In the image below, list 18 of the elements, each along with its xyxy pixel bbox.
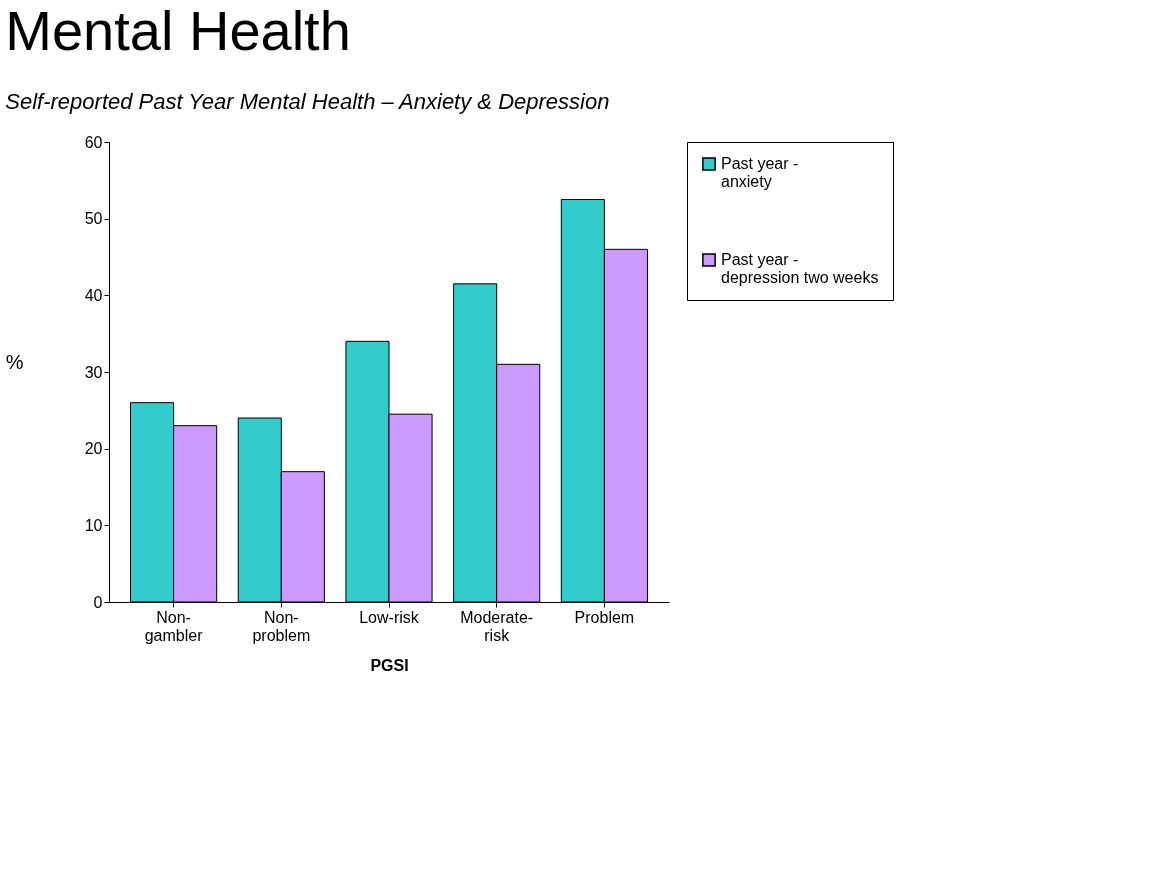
y-axis-title: % xyxy=(5,350,24,373)
x-tick-label: Moderate-risk xyxy=(460,608,534,644)
x-tick-label: Non-gambler xyxy=(144,608,204,644)
chart-subtitle: Self-reported Past Year Mental Health – Anxiety & Depression xyxy=(5,89,610,114)
y-tick-label: 0 xyxy=(93,593,103,611)
y-tick-label: 30 xyxy=(84,363,103,381)
x-tick-label: Low-risk xyxy=(359,608,420,626)
y-tick-label: 20 xyxy=(84,440,103,458)
legend-label: Past year - depression two weeks xyxy=(721,251,879,286)
x-tick-label: Problem xyxy=(574,608,635,626)
y-tick-label: 60 xyxy=(84,133,103,151)
y-tick-label: 40 xyxy=(84,286,103,304)
x-axis-title: PGSI xyxy=(370,656,409,674)
legend-label: Past year - anxiety xyxy=(721,155,799,190)
y-tick-label: 10 xyxy=(84,516,103,534)
chart-title: Mental Health xyxy=(5,0,351,62)
y-tick-label: 50 xyxy=(84,210,103,228)
x-tick-label: Non-problem xyxy=(252,608,311,644)
